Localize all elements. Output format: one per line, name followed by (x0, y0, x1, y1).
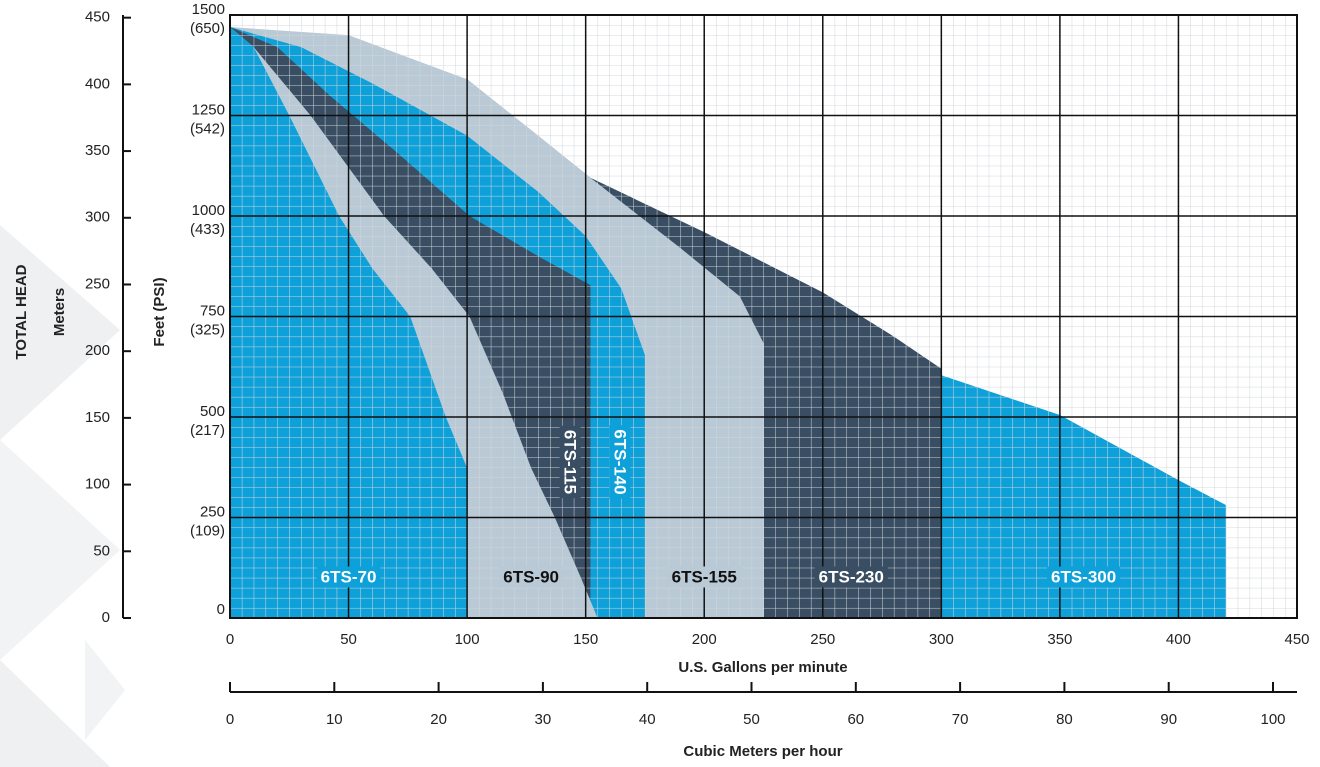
plot-frame (229, 14, 1298, 619)
y-title: TOTAL HEAD (13, 264, 30, 359)
series-label-group: 6TS-300 (1046, 566, 1121, 588)
x2-tick-label: 10 (326, 711, 343, 728)
feet-title: Feet (PSI) (151, 277, 168, 346)
decor-shape (0, 225, 120, 440)
x2-tick-label: 80 (1056, 711, 1073, 728)
x-tick-label: 50 (340, 631, 357, 648)
series-label: 6TS-115 (561, 430, 580, 494)
x-tick-label: 100 (455, 631, 480, 648)
series-label-bg (667, 566, 741, 588)
y2-tick-label: 400 (85, 75, 110, 92)
y2-tick-label: 0 (102, 609, 110, 626)
y-tick-label: 750 (200, 302, 225, 319)
y2-title: Meters (51, 288, 68, 336)
x2-tick-label: 60 (847, 711, 864, 728)
x-tick-label: 400 (1166, 631, 1191, 648)
y-tick-label: 1500 (192, 1, 225, 18)
series-label: 6TS-70 (321, 567, 377, 586)
y-tick-label: 1250 (192, 101, 225, 118)
series-label-group: 6TS-155 (667, 566, 741, 588)
y-tick-label: 500 (200, 403, 225, 420)
x2-tick-label: 100 (1260, 711, 1285, 728)
series-label-bg (609, 425, 631, 499)
y-tick-sublabel: (109) (190, 522, 225, 539)
y-tick-sublabel: (325) (190, 321, 225, 338)
y-tick-sublabel: (650) (190, 20, 225, 37)
series-label-bg (559, 425, 581, 499)
series-label: 6TS-300 (1051, 567, 1116, 586)
series-label: 6TS-155 (672, 567, 737, 586)
x-title: U.S. Gallons per minute (678, 659, 847, 676)
series-label-group: 6TS-140 (609, 425, 631, 499)
y2-tick-label: 350 (85, 142, 110, 159)
series-label-bg (316, 566, 381, 588)
series-label-group: 6TS-115 (559, 425, 581, 499)
series-label-group: 6TS-230 (814, 566, 888, 588)
decor-shape (85, 640, 125, 740)
x2-tick-label: 40 (639, 711, 656, 728)
y-tick-label: 1000 (192, 202, 225, 219)
series-label-group: 6TS-90 (499, 566, 564, 588)
decor-shape (0, 660, 110, 767)
y-tick-sublabel: (433) (190, 221, 225, 238)
series-label-group: 6TS-70 (316, 566, 381, 588)
y2-tick-label: 200 (85, 342, 110, 359)
x2-tick-label: 90 (1160, 711, 1177, 728)
series-label: 6TS-140 (610, 429, 629, 494)
x-tick-label: 350 (1047, 631, 1072, 648)
y2-tick-label: 100 (85, 476, 110, 493)
x2-tick-label: 50 (743, 711, 760, 728)
series-label-bg (814, 566, 888, 588)
y2-tick-label: 300 (85, 209, 110, 226)
series-label: 6TS-90 (503, 567, 559, 586)
x2-tick-label: 30 (535, 711, 552, 728)
x2-tick-label: 70 (952, 711, 969, 728)
x-tick-label: 150 (573, 631, 598, 648)
series-label-bg (1046, 566, 1121, 588)
background-decoration (0, 225, 125, 767)
x2-tick-label: 0 (226, 711, 234, 728)
y-tick-sublabel: (217) (190, 422, 225, 439)
x2-tick-label: 20 (430, 711, 447, 728)
series-label-bg (499, 566, 564, 588)
y2-tick-label: 150 (85, 409, 110, 426)
y2-tick-label: 450 (85, 9, 110, 26)
x2-title: Cubic Meters per hour (683, 743, 842, 760)
y2-tick-label: 250 (85, 275, 110, 292)
x-tick-label: 250 (810, 631, 835, 648)
y-tick-sublabel: (542) (190, 120, 225, 137)
y-tick-label: 0 (217, 601, 225, 618)
y-tick-label: 250 (200, 503, 225, 520)
series-label: 6TS-230 (819, 567, 884, 586)
x-tick-label: 0 (226, 631, 234, 648)
x-tick-label: 300 (929, 631, 954, 648)
x-tick-label: 450 (1284, 631, 1309, 648)
y2-tick-label: 50 (93, 542, 110, 559)
x-tick-label: 200 (692, 631, 717, 648)
decor-shape (0, 440, 120, 660)
